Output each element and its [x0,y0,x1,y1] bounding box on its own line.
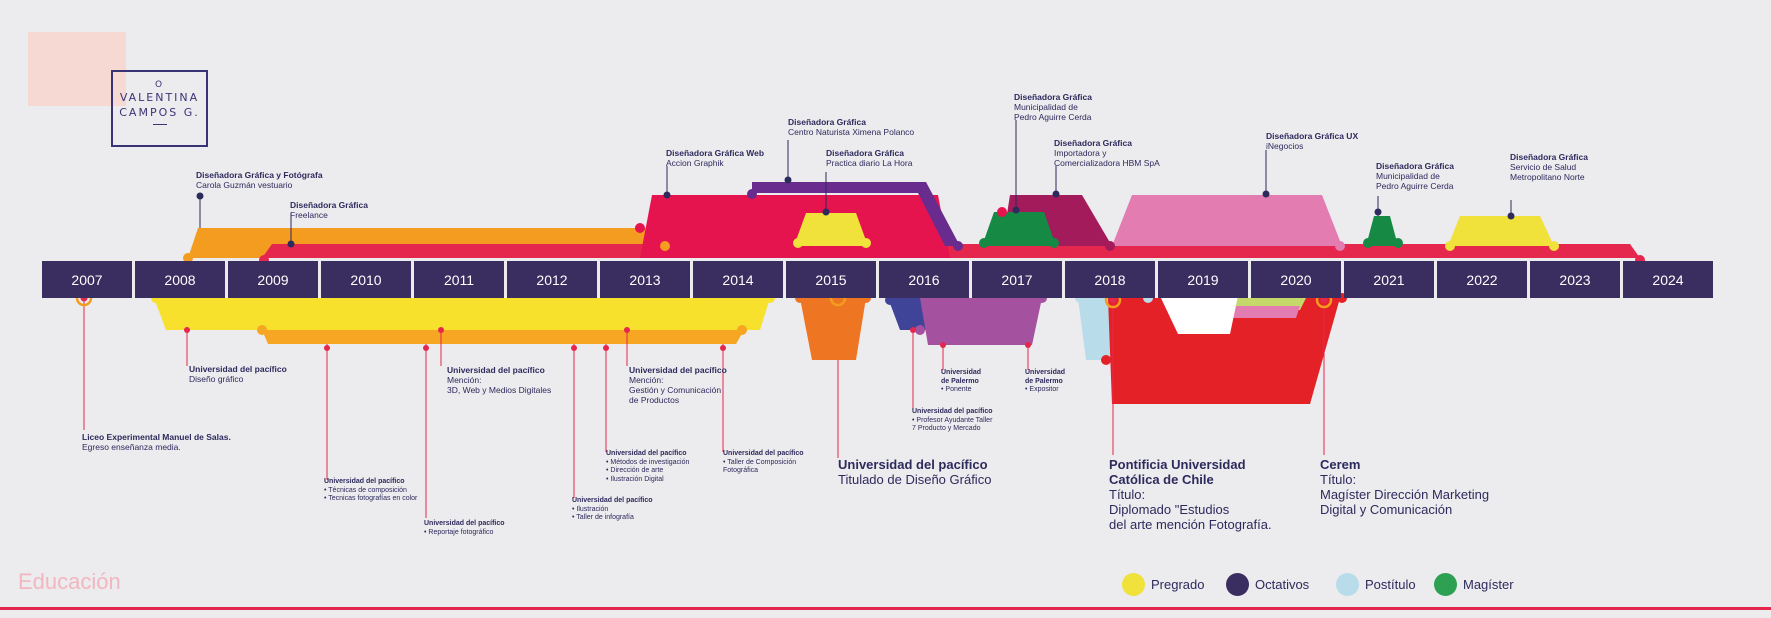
education-label: Universidad del pacífico Diseño gráfico [189,364,287,384]
work-label: Diseñadora Gráfica y Fotógrafa Carola Guz… [196,170,323,190]
year-cell: 2022 [1437,261,1527,298]
year-cell: 2014 [693,261,783,298]
edu-bar-titulado [800,298,866,360]
year-cell: 2011 [414,261,504,298]
year-cell: 2008 [135,261,225,298]
year-cell: 2013 [600,261,690,298]
work-bars [188,182,1640,258]
edu-bar-palermo [920,298,1042,345]
work-bar-ximena [752,182,960,246]
logo-line1: VALENTINA [119,91,200,104]
education-label: Universidad del pacífico • Reportaje foto… [424,520,505,536]
education-label: Universidad del pacífico Mención: Gestión… [629,365,727,405]
edu-bar-pink [1222,306,1300,318]
education-label: Liceo Experimental Manuel de Salas. Egres… [82,432,231,452]
edu-bar-diseno [154,298,770,330]
edu-bar-white [1160,296,1238,334]
year-cell: 2017 [972,261,1062,298]
work-label: Diseñadora Gráfica Servicio de Salud Metr… [1510,152,1588,182]
edu-bar-diplomado [1108,298,1340,404]
education-label: Pontificia Universidad Católica de Chile… [1109,457,1272,532]
work-bar-freelance [262,244,1640,258]
edu-bar-mencion [262,330,744,344]
work-label: Diseñadora Gráfica Web Accion Graphik [666,148,765,168]
year-cell: 2010 [321,261,411,298]
work-bar-lahora [794,213,868,246]
education-label: Universidad del pacífico • Taller de Comp… [723,450,804,474]
section-title: Educación [18,569,121,594]
education-label: Universidad del pacífico • Profesor Ayuda… [912,408,993,432]
education-label: Universidad de Palermo • Expositor [1025,369,1066,393]
work-label: Diseñadora Gráfica UX iNegocios [1266,131,1359,151]
work-label: Diseñadora Gráfica Practica diario La Hor… [826,148,913,168]
work-label: Diseñadora Gráfica Municipalidad de Pedro… [1376,161,1454,191]
education-label: Cerem Título: Magíster Dirección Marketin… [1320,457,1490,517]
year-cell: 2019 [1158,261,1248,298]
work-bar-accion [640,195,950,258]
year-cell: 2018 [1065,261,1155,298]
legend-label: Pregrado [1151,577,1205,592]
timeline-dots [75,176,1645,365]
legend-label: Magíster [1463,577,1514,592]
education-label: Universidad del pacífico • Ilustración • … [572,497,653,521]
logo-initial: O [154,80,165,90]
legend-item-magister: Magíster [1434,573,1514,596]
education-label: Universidad del pacífico • Métodos de inv… [606,450,690,483]
legend-item-pregrado: Pregrado [1122,573,1204,596]
legend-dot [1226,573,1249,596]
legend-item-octativos: Octativos [1226,573,1309,596]
logo-dash [152,124,167,125]
logo-background [28,32,126,106]
year-cell: 2012 [507,261,597,298]
year-cell: 2016 [879,261,969,298]
work-label: Diseñadora Gráfica Importadora y Comercia… [1054,138,1160,168]
education-label: Universidad del pacífico • Técnicas de co… [324,478,418,502]
bottom-divider [0,607,1771,610]
year-cell: 2023 [1530,261,1620,298]
year-cell: 2021 [1344,261,1434,298]
education-label: Universidad de Palermo • Ponente [941,369,982,393]
year-cell: 2009 [228,261,318,298]
year-cell: 2015 [786,261,876,298]
legend-dot [1336,573,1359,596]
work-label: Diseñadora Gráfica Centro Naturista Ximen… [788,117,915,137]
year-cell: 2020 [1251,261,1341,298]
education-bars [154,296,1340,404]
year-cell: 2007 [42,261,132,298]
work-bar-inegocios [1112,195,1342,246]
logo-line2: CAMPOS G. [119,106,200,119]
legend-item-postitulo: Postítulo [1336,573,1416,596]
legend-dot [1434,573,1457,596]
year-cell: 2024 [1623,261,1713,298]
legend-label: Postítulo [1365,577,1416,592]
education-label: Universidad del pacífico Titulado de Dise… [838,457,992,487]
work-label: Diseñadora Gráfica Freelance [290,200,368,220]
logo: O VALENTINA CAMPOS G. [111,70,208,147]
work-bar-pac-2021 [1366,216,1398,246]
work-bar-ssmn [1448,216,1554,246]
legend-dot [1122,573,1145,596]
education-label: Universidad del pacífico Mención: 3D, Web… [447,365,552,395]
work-bar-pac-2017 [982,212,1056,246]
work-label: Diseñadora Gráfica Municipalidad de Pedro… [1014,92,1092,122]
legend-label: Octativos [1255,577,1310,592]
